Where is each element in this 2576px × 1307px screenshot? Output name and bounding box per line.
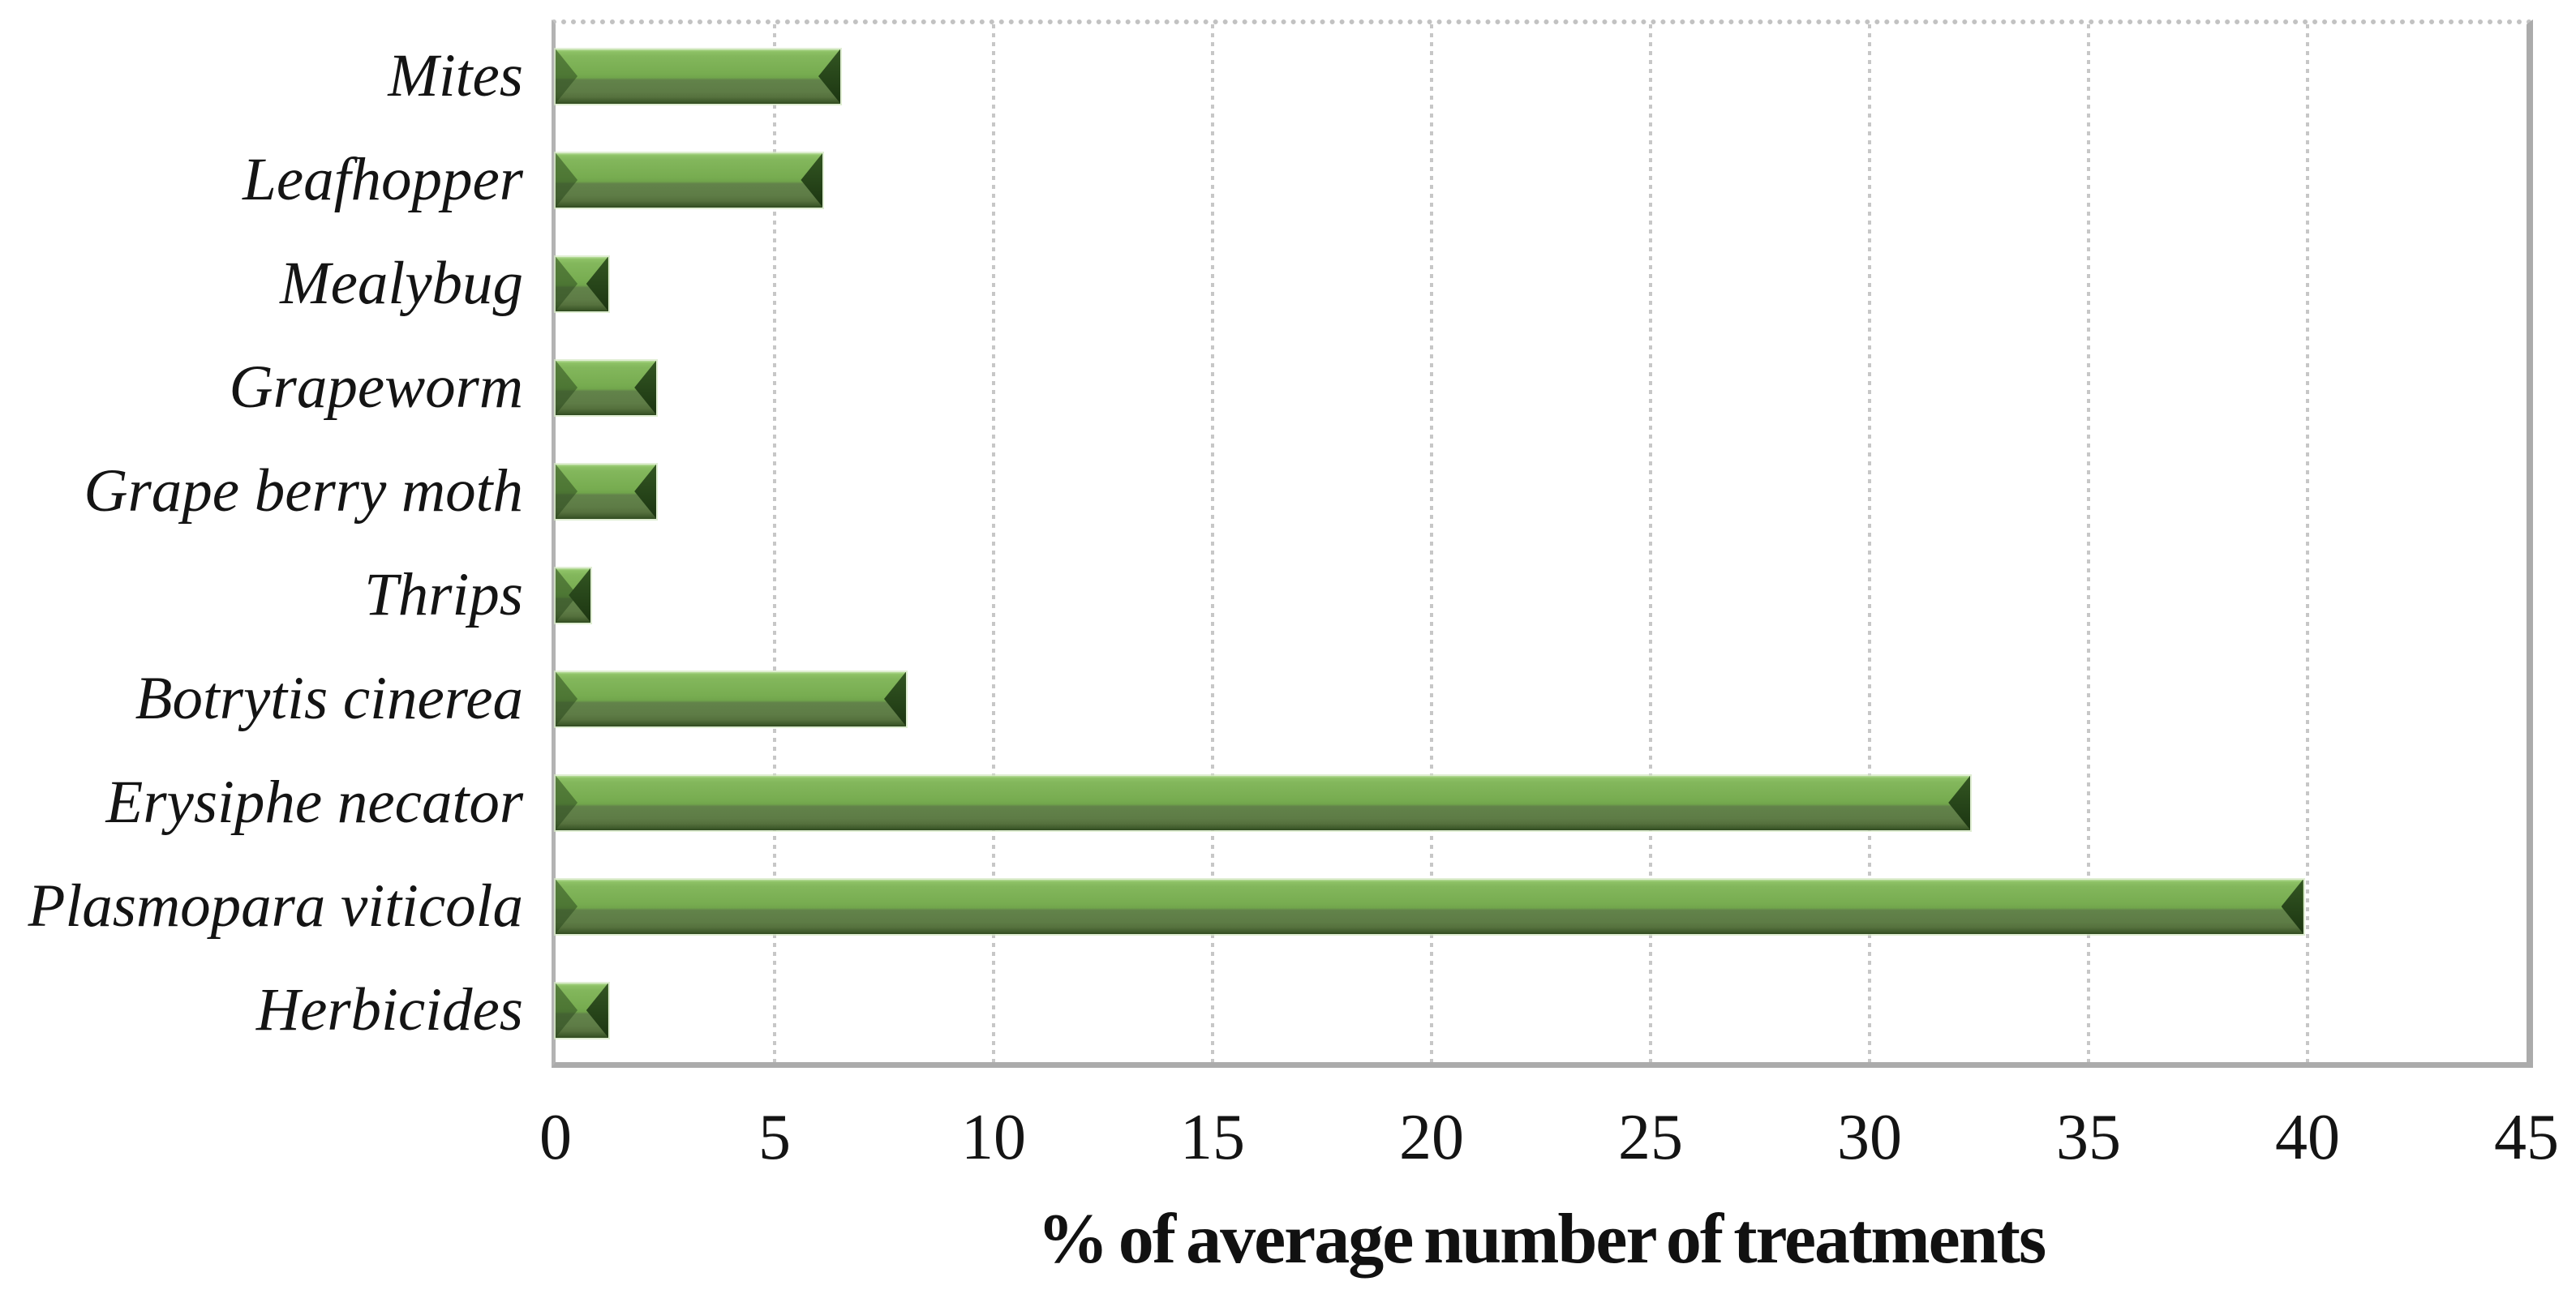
x-axis-title: % of average number of treatments [1037, 1200, 2046, 1279]
bar-botrytis-cinerea [556, 671, 906, 726]
x-tick-20: 20 [1399, 1102, 1464, 1173]
bar-grapeworm [556, 360, 657, 415]
gridline-25 [1649, 24, 1652, 1062]
x-tick-30: 30 [1837, 1102, 1902, 1173]
x-tick-45: 45 [2494, 1102, 2559, 1173]
gridline-15 [1211, 24, 1214, 1062]
x-tick-0: 0 [539, 1102, 572, 1173]
bar-leafhopper [556, 152, 823, 208]
category-label-leafhopper: Leafhopper [243, 146, 523, 213]
x-tick-15: 15 [1180, 1102, 1245, 1173]
x-tick-25: 25 [1618, 1102, 1683, 1173]
gridline-40 [2306, 24, 2309, 1062]
bar-herbicides [556, 983, 608, 1038]
x-tick-10: 10 [961, 1102, 1026, 1173]
category-label-erysiphe-necator: Erysiphe necator [105, 769, 523, 836]
gridline-5 [773, 24, 776, 1062]
bar-mites [556, 49, 840, 104]
x-tick-40: 40 [2275, 1102, 2340, 1173]
x-tick-35: 35 [2056, 1102, 2121, 1173]
category-label-mealybug: Mealybug [280, 250, 523, 317]
category-label-grape-berry-moth: Grape berry moth [84, 457, 523, 525]
category-label-botrytis-cinerea: Botrytis cinerea [135, 665, 523, 732]
gridline-10 [992, 24, 995, 1062]
bar-grape-berry-moth [556, 464, 657, 519]
gridline-20 [1430, 24, 1433, 1062]
bar-thrips [556, 568, 591, 623]
category-label-herbicides: Herbicides [255, 976, 523, 1043]
plot-area [552, 19, 2533, 1068]
bar-mealybug [556, 256, 608, 311]
gridline-30 [1868, 24, 1871, 1062]
category-label-mites: Mites [388, 42, 523, 109]
category-label-grapeworm: Grapeworm [229, 354, 523, 421]
bar-plasmopara-viticola [556, 879, 2303, 934]
bar-erysiphe-necator [556, 775, 1971, 830]
category-label-plasmopara-viticola: Plasmopara viticola [28, 872, 523, 940]
category-label-thrips: Thrips [364, 561, 523, 628]
x-tick-5: 5 [758, 1102, 791, 1173]
gridline-35 [2087, 24, 2090, 1062]
